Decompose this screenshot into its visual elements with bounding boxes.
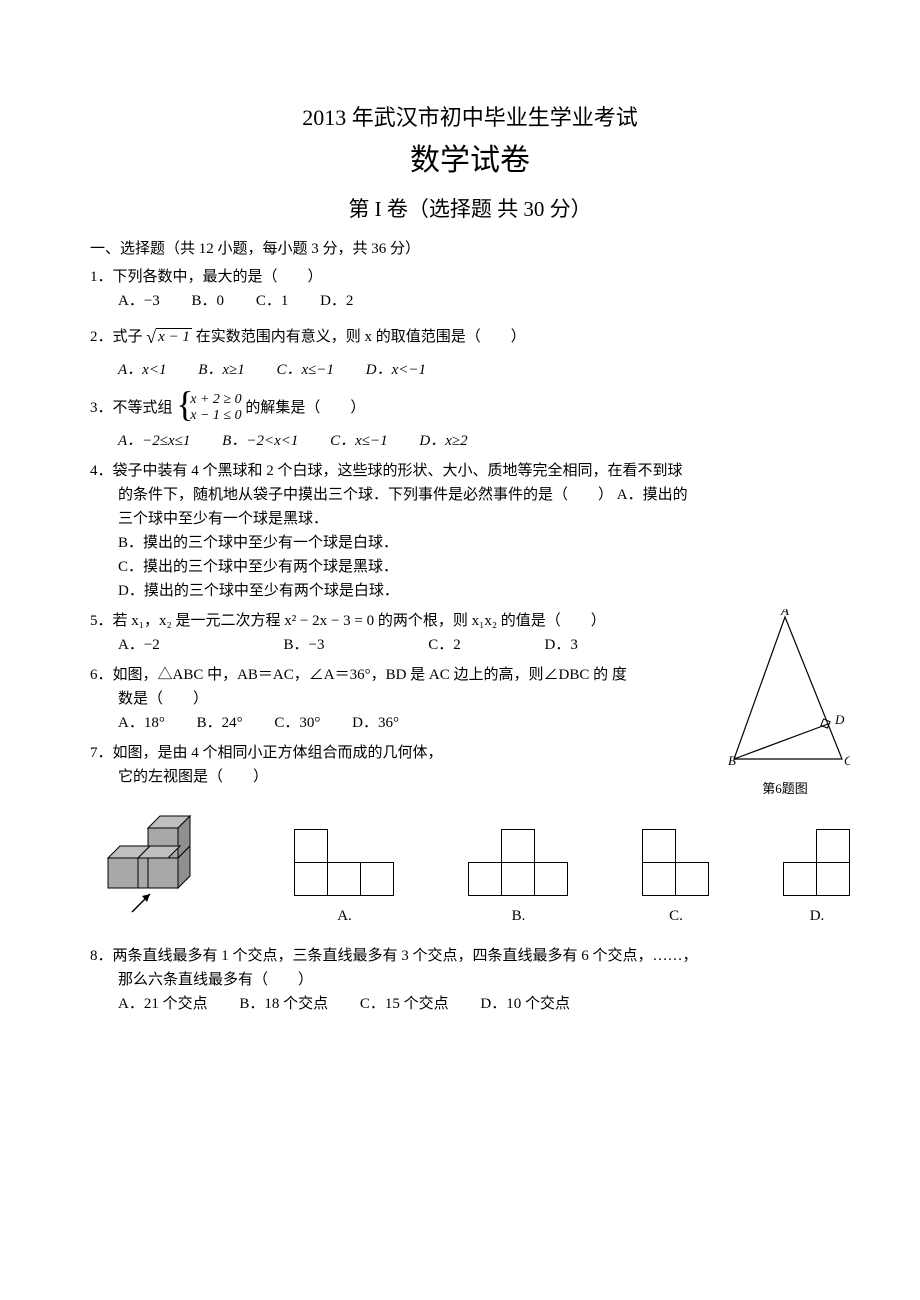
q6-line2: 数是（ ） <box>90 687 850 711</box>
exam-title: 数学试卷 <box>90 137 850 185</box>
q7-option-d-shape: D. <box>784 829 850 928</box>
q4-line1: 4．袋子中装有 4 个黑球和 2 个白球，这些球的形状、大小、质地等完全相同，在… <box>90 459 850 483</box>
q2-stem: 2．式子 √x − 1 在实数范围内有意义，则 x 的取值范围是（ ） <box>90 323 850 352</box>
q8-option-b: B．18 个交点 <box>239 992 328 1016</box>
q2-sqrt-body: x − 1 <box>156 328 192 345</box>
q4-line2: 的条件下，随机地从袋子中摸出三个球．下列事件是必然事件的是（ ） A．摸出的 <box>90 483 850 507</box>
q7-label-a: A. <box>295 904 394 928</box>
q2-stem-pre: 2．式子 <box>90 329 143 345</box>
q1-option-a: A．−3 <box>118 289 160 313</box>
q4-line3: 三个球中至少有一个球是黑球． <box>90 507 850 531</box>
q1-option-d: D．2 <box>320 289 353 313</box>
q5-option-d: D．3 <box>545 633 578 657</box>
q1-option-c: C．1 <box>256 289 289 313</box>
q8-option-c: C．15 个交点 <box>360 992 449 1016</box>
q4-option-d: D．摸出的三个球中至少有两个球是白球． <box>90 579 850 603</box>
q3-stem: 3．不等式组 x + 2 ≥ 0 x − 1 ≤ 0 的解集是（ ） <box>90 392 850 426</box>
q2-option-c: C．x≤−1 <box>277 358 335 382</box>
q6-option-b: B．24° <box>197 711 243 735</box>
q3-stem-post: 的解集是（ ） <box>245 400 365 416</box>
q4-option-c: C．摸出的三个球中至少有两个球是黑球． <box>90 555 850 579</box>
q2-option-d: D．x<−1 <box>366 358 426 382</box>
q6-line1: 6．如图，△ABC 中，AB＝AC，∠A＝36°，BD 是 AC 边上的高，则∠… <box>90 663 850 687</box>
q8-line1: 8．两条直线最多有 1 个交点，三条直线最多有 3 个交点，四条直线最多有 6 … <box>90 944 850 968</box>
q3-option-b: B．−2<x<1 <box>222 429 298 453</box>
section-heading: 一、选择题（共 12 小题，每小题 3 分，共 36 分） <box>90 237 850 261</box>
question-3: 3．不等式组 x + 2 ≥ 0 x − 1 ≤ 0 的解集是（ ） A．−2≤… <box>90 392 850 454</box>
q3-option-c: C．x≤−1 <box>330 429 388 453</box>
part-header: 第 I 卷（选择题 共 30 分） <box>90 193 850 227</box>
question-4: 4．袋子中装有 4 个黑球和 2 个白球，这些球的形状、大小、质地等完全相同，在… <box>90 459 850 603</box>
q6-option-c: C．30° <box>274 711 320 735</box>
sqrt-icon: √x − 1 <box>146 323 192 352</box>
inequality-system: x + 2 ≥ 0 x − 1 ≤ 0 <box>176 392 241 426</box>
question-8: 8．两条直线最多有 1 个交点，三条直线最多有 3 个交点，四条直线最多有 6 … <box>90 944 850 1016</box>
q6-option-d: D．36° <box>352 711 399 735</box>
q5-option-b: B．−3 <box>284 633 325 657</box>
question-6: 6．如图，△ABC 中，AB＝AC，∠A＝36°，BD 是 AC 边上的高，则∠… <box>90 663 850 735</box>
q3-option-d: D．x≥2 <box>419 429 467 453</box>
q5-option-a: A．−2 <box>118 633 160 657</box>
q1-option-b: B．0 <box>192 289 225 313</box>
q3-sys-row2: x − 1 ≤ 0 <box>190 408 241 425</box>
q7-label-c: C. <box>643 904 709 928</box>
q7-line2: 它的左视图是（ ） <box>90 765 850 789</box>
q2-stem-post: 在实数范围内有意义，则 x 的取值范围是（ ） <box>196 329 526 345</box>
question-2: 2．式子 √x − 1 在实数范围内有意义，则 x 的取值范围是（ ） A．x<… <box>90 323 850 382</box>
q7-option-a-shape: A. <box>295 829 394 928</box>
q5-option-c: C．2 <box>428 633 461 657</box>
q6-option-a: A．18° <box>118 711 165 735</box>
q7-label-d: D. <box>784 904 850 928</box>
q4-option-b: B．摸出的三个球中至少有一个球是白球． <box>90 531 850 555</box>
q3-stem-pre: 3．不等式组 <box>90 400 173 416</box>
q7-label-b: B. <box>469 904 568 928</box>
q7-option-b-shape: B. <box>469 829 568 928</box>
cube-solid-icon <box>90 810 220 920</box>
q2-option-b: B．x≥1 <box>198 358 245 382</box>
q7-option-c-shape: C. <box>643 829 709 928</box>
q3-sys-row1: x + 2 ≥ 0 <box>190 392 241 409</box>
question-7: 7．如图，是由 4 个相同小正方体组合而成的几何体， 它的左视图是（ ） <box>90 741 850 928</box>
q8-option-a: A．21 个交点 <box>118 992 208 1016</box>
q7-line1: 7．如图，是由 4 个相同小正方体组合而成的几何体， <box>90 741 850 765</box>
q8-option-d: D．10 个交点 <box>480 992 570 1016</box>
q5-stem: 5．若 x₁，x₂ 是一元二次方程 x² − 2x − 3 = 0 的两个根，则… <box>90 609 850 633</box>
q8-line2: 那么六条直线最多有（ ） <box>90 968 850 992</box>
q1-stem: 1．下列各数中，最大的是（ ） <box>90 265 850 289</box>
question-5: 5．若 x₁，x₂ 是一元二次方程 x² − 2x − 3 = 0 的两个根，则… <box>90 609 850 657</box>
q2-option-a: A．x<1 <box>118 358 166 382</box>
question-1: 1．下列各数中，最大的是（ ） A．−3 B．0 C．1 D．2 <box>90 265 850 313</box>
exam-header-line1: 2013 年武汉市初中毕业生学业考试 <box>90 100 850 135</box>
q3-option-a: A．−2≤x≤1 <box>118 429 190 453</box>
q7-solid-figure <box>90 810 220 928</box>
